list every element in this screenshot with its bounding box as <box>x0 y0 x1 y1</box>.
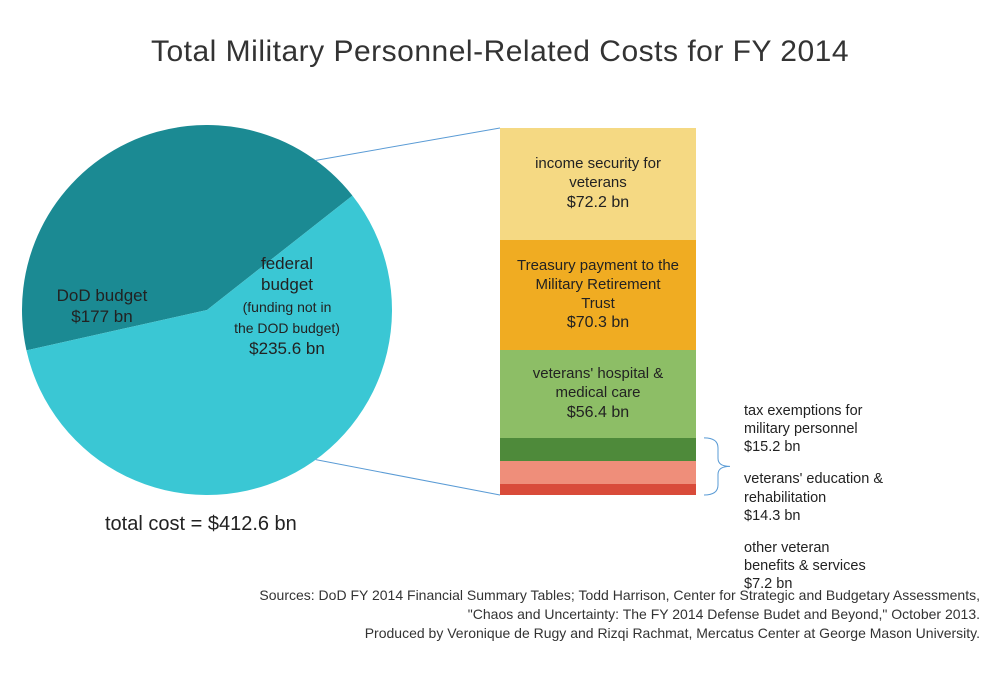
side-labels: tax exemptions for military personnel $1… <box>744 402 954 607</box>
source-attribution: Sources: DoD FY 2014 Financial Summary T… <box>250 586 980 643</box>
bar-segment-label: medical care <box>555 384 640 403</box>
pie-label-federal-sub1: (funding not in <box>243 299 332 315</box>
side-label-value: $15.2 bn <box>744 439 800 455</box>
pie-label-federal-line3: $235.6 bn <box>249 339 325 358</box>
side-label-line: rehabilitation <box>744 490 826 506</box>
bar-segment-value: $72.2 bn <box>567 193 629 213</box>
chart-title: Total Military Personnel-Related Costs f… <box>0 35 1000 69</box>
bar-segment-value: $70.3 bn <box>567 313 629 333</box>
pie-label-dod-line1: DoD budget <box>57 286 148 305</box>
bar-segment-other_benefits <box>500 484 696 495</box>
bar-segment-label: Military Retirement <box>535 276 660 295</box>
bar-segment-label: Treasury payment to the <box>517 257 679 276</box>
source-line: "Chaos and Uncertainty: The FY 2014 Defe… <box>250 605 980 624</box>
pie-label-dod-line2: $177 bn <box>71 307 132 326</box>
bar-segment-label: income security for <box>535 155 661 174</box>
pie-label-federal-line1: federal <box>261 254 313 273</box>
bar-segment-income_security: income security forveterans$72.2 bn <box>500 128 696 240</box>
bar-segment-value: $56.4 bn <box>567 403 629 423</box>
source-line: Sources: DoD FY 2014 Financial Summary T… <box>250 586 980 605</box>
total-cost-label: total cost = $412.6 bn <box>105 513 297 536</box>
pie-label-federal-sub2: the DOD budget) <box>234 320 340 336</box>
side-label-education: veterans' education & rehabilitation $14… <box>744 470 954 524</box>
side-label-line: veterans' education & <box>744 471 883 487</box>
source-line: Produced by Veronique de Rugy and Rizqi … <box>250 624 980 643</box>
bar-segment-retirement_trust: Treasury payment to theMilitary Retireme… <box>500 240 696 350</box>
bar-segment-label: veterans' hospital & <box>533 365 663 384</box>
side-label-line: benefits & services <box>744 558 866 574</box>
bar-segment-education_rehab <box>500 461 696 483</box>
pie-label-federal: federal budget (funding not in the DOD b… <box>212 253 362 359</box>
side-label-tax-exemptions: tax exemptions for military personnel $1… <box>744 402 954 456</box>
pie-label-dod: DoD budget $177 bn <box>37 285 167 328</box>
pie-chart: DoD budget $177 bn federal budget (fundi… <box>22 125 392 495</box>
bar-segment-label: Trust <box>581 295 615 314</box>
bar-segment-label: veterans <box>569 174 627 193</box>
pie-label-federal-line2: budget <box>261 275 313 294</box>
side-label-value: $14.3 bn <box>744 508 800 524</box>
bar-segment-tax_exemptions <box>500 438 696 462</box>
side-label-line: tax exemptions for <box>744 403 862 419</box>
bar-segment-hospital_medical: veterans' hospital &medical care$56.4 bn <box>500 350 696 438</box>
side-label-line: other veteran <box>744 540 829 556</box>
side-label-line: military personnel <box>744 421 858 437</box>
stacked-bar: income security forveterans$72.2 bnTreas… <box>500 128 696 495</box>
side-label-other: other veteran benefits & services $7.2 b… <box>744 539 954 593</box>
